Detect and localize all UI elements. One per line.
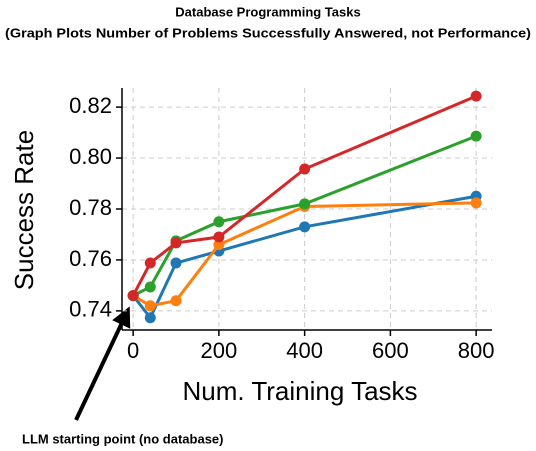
data-point	[299, 163, 311, 175]
data-point	[170, 295, 182, 307]
series-line	[131, 94, 477, 297]
data-point	[470, 90, 482, 102]
chart-subtitle: (Graph Plots Number of Problems Successf…	[5, 25, 531, 40]
x-axis-label: Num. Training Tasks	[182, 376, 417, 406]
data-point	[299, 221, 311, 233]
y-tick-label: 0.82	[69, 93, 112, 118]
data-point	[170, 237, 182, 249]
x-tick-label: 800	[458, 338, 495, 363]
data-point	[127, 290, 139, 302]
data-point	[144, 300, 156, 312]
y-tick-label: 0.76	[69, 246, 112, 271]
data-point	[213, 239, 225, 251]
annotation-arrow	[74, 306, 131, 421]
data-point	[213, 216, 225, 228]
data-point	[470, 197, 482, 209]
data-point	[170, 257, 182, 269]
x-tick-label: 400	[286, 338, 323, 363]
chart-title: Database Programming Tasks	[175, 4, 360, 19]
data-point	[144, 257, 156, 269]
y-tick-label: 0.74	[69, 297, 112, 322]
data-point	[213, 231, 225, 243]
x-tick-label: 600	[372, 338, 409, 363]
y-axis-label: Success Rate	[9, 130, 39, 290]
data-point	[144, 281, 156, 293]
x-tick-label: 200	[201, 338, 238, 363]
data-point	[470, 130, 482, 142]
annotation: LLM starting point (no database)	[22, 431, 224, 446]
y-tick-label: 0.78	[69, 195, 112, 220]
x-tick-label: 0	[127, 338, 139, 363]
y-tick-label: 0.80	[69, 144, 112, 169]
data-point	[144, 312, 156, 324]
data-point	[299, 198, 311, 210]
